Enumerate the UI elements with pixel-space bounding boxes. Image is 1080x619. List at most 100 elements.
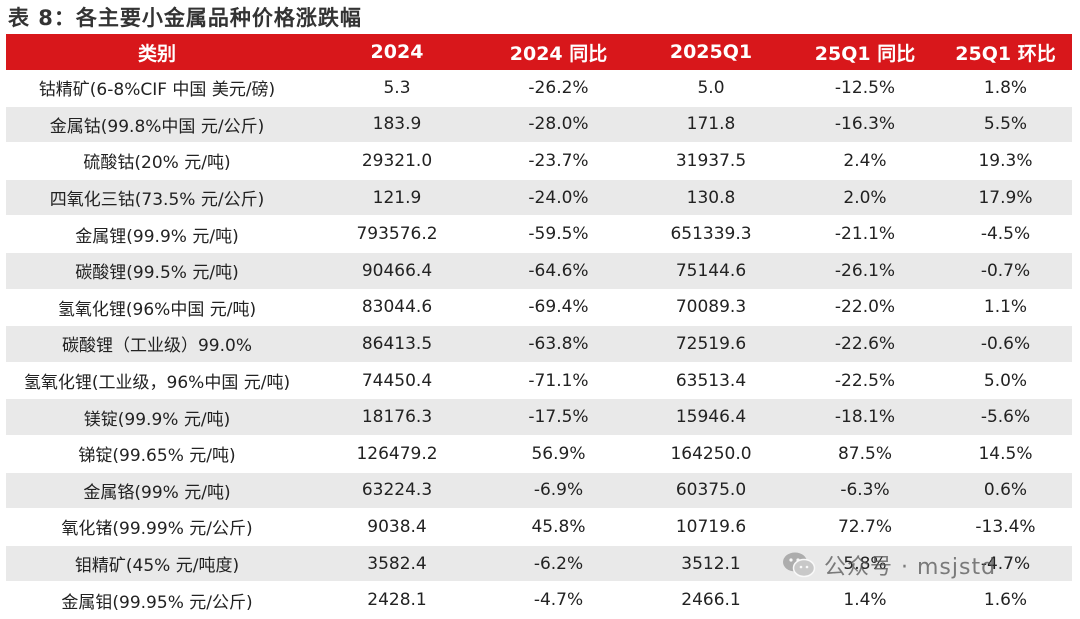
cell-2024-yoy: -17.5% (486, 398, 631, 436)
cell-2024-yoy: -26.2% (486, 70, 631, 107)
cell-2024-yoy: -69.4% (486, 289, 631, 327)
watermark-text: 公众号 · msjstd (824, 555, 997, 580)
cell-25q1-qoq: -4.5% (939, 215, 1072, 253)
cell-2025q1: 75144.6 (631, 252, 791, 290)
cell-25q1-yoy: -6.3% (791, 472, 939, 510)
cell-2024: 18176.3 (308, 398, 486, 436)
table-row: 钼精矿(45% 元/吨度) 3582.4 -6.2% 3512.1 5.8% -4.7% (6, 545, 1072, 583)
cell-2025q1: 60375.0 (631, 472, 791, 510)
header-2024: 2024 (308, 34, 486, 70)
cell-2024: 9038.4 (308, 508, 486, 546)
cell-25q1-yoy: 5.8% (791, 545, 939, 583)
cell-25q1-qoq: 1.8% (939, 70, 1072, 107)
cell-2024: 83044.6 (308, 289, 486, 327)
header-25q1-qoq: 25Q1 环比 (939, 34, 1072, 70)
cell-25q1-yoy: 2.4% (791, 142, 939, 180)
cell-25q1-yoy: -22.6% (791, 325, 939, 363)
cell-category: 锑锭(99.65% 元/吨) (6, 435, 308, 473)
cell-25q1-qoq: 1.6% (939, 581, 1072, 619)
table-row: 氢氧化锂(96%中国 元/吨) 83044.6 -69.4% 70089.3 -22.0… (6, 289, 1072, 327)
cell-category: 碳酸锂(99.5% 元/吨) (6, 252, 308, 290)
cell-25q1-qoq: -4.7% (939, 545, 1072, 583)
cell-category: 金属锂(99.9% 元/吨) (6, 215, 308, 253)
cell-25q1-yoy: 1.4% (791, 581, 939, 619)
cell-2025q1: 651339.3 (631, 215, 791, 253)
header-25q1-yoy: 25Q1 同比 (791, 34, 939, 70)
cell-25q1-yoy: 72.7% (791, 508, 939, 546)
table-row: 金属钴(99.8%中国 元/公斤) 183.9 -28.0% 171.8 -16.3% 5… (6, 106, 1072, 144)
cell-2024-yoy: -63.8% (486, 325, 631, 363)
cell-2024-yoy: -24.0% (486, 179, 631, 217)
cell-25q1-qoq: 19.3% (939, 142, 1072, 180)
cell-2025q1: 10719.6 (631, 508, 791, 546)
cell-category: 氢氧化锂(工业级，96%中国 元/吨) (6, 362, 308, 400)
cell-2024: 90466.4 (308, 252, 486, 290)
cell-2024: 3582.4 (308, 545, 486, 583)
cell-25q1-qoq: 14.5% (939, 435, 1072, 473)
cell-2024: 29321.0 (308, 142, 486, 180)
wechat-icon (783, 552, 816, 578)
cell-25q1-qoq: 1.1% (939, 289, 1072, 327)
cell-category: 氧化锗(99.99% 元/公斤) (6, 508, 308, 546)
table-row: 硫酸钴(20% 元/吨) 29321.0 -23.7% 31937.5 2.4% 19.3… (6, 142, 1072, 180)
cell-25q1-yoy: -22.0% (791, 289, 939, 327)
cell-2024-yoy: -4.7% (486, 581, 631, 619)
table-row: 镁锭(99.9% 元/吨) 18176.3 -17.5% 15946.4 -18.1% -… (6, 398, 1072, 436)
cell-25q1-qoq: -0.7% (939, 252, 1072, 290)
cell-2025q1: 72519.6 (631, 325, 791, 363)
cell-2025q1: 63513.4 (631, 362, 791, 400)
cell-category: 钼精矿(45% 元/吨度) (6, 545, 308, 583)
cell-2025q1: 31937.5 (631, 142, 791, 180)
cell-2024-yoy: -71.1% (486, 362, 631, 400)
table-row: 氢氧化锂(工业级，96%中国 元/吨) 74450.4 -71.1% 63513.4-… (6, 362, 1072, 400)
table-header-row: 类别 2024 2024 同比 2025Q1 25Q1 同比 25Q1 环比 (6, 34, 1072, 70)
cell-25q1-qoq: 5.0% (939, 362, 1072, 400)
table-row: 金属锂(99.9% 元/吨) 793576.2 -59.5% 651339.3 -21.… (6, 215, 1072, 253)
cell-2025q1: 171.8 (631, 106, 791, 144)
table-row: 碳酸锂(99.5% 元/吨) 90466.4 -64.6% 75144.6 -26.1%… (6, 252, 1072, 290)
table-row: 四氧化三钴(73.5% 元/公斤) 121.9 -24.0% 130.8 2.0% 17.… (6, 179, 1072, 217)
cell-2024-yoy: -6.2% (486, 545, 631, 583)
table-row: 钴精矿(6-8%CIF 中国 美元/磅) 5.3 -26.2% 5.0 -12.5% 1.… (6, 70, 1072, 107)
cell-25q1-qoq: -5.6% (939, 398, 1072, 436)
cell-2024: 74450.4 (308, 362, 486, 400)
watermark: 公众号 · msjstd (782, 548, 996, 582)
cell-2025q1: 15946.4 (631, 398, 791, 436)
cell-2024: 63224.3 (308, 472, 486, 510)
cell-2024: 183.9 (308, 106, 486, 144)
cell-category: 硫酸钴(20% 元/吨) (6, 142, 308, 180)
cell-2024-yoy: -64.6% (486, 252, 631, 290)
cell-2024: 5.3 (308, 70, 486, 107)
cell-2024: 86413.5 (308, 325, 486, 363)
cell-25q1-yoy: -18.1% (791, 398, 939, 436)
cell-2024-yoy: -6.9% (486, 472, 631, 510)
table-row: 锑锭(99.65% 元/吨) 126479.2 56.9% 164250.0 87.5%… (6, 435, 1072, 473)
cell-2025q1: 70089.3 (631, 289, 791, 327)
cell-category: 四氧化三钴(73.5% 元/公斤) (6, 179, 308, 217)
cell-2024: 126479.2 (308, 435, 486, 473)
cell-2025q1: 3512.1 (631, 545, 791, 583)
cell-category: 钴精矿(6-8%CIF 中国 美元/磅) (6, 70, 308, 107)
cell-25q1-qoq: -0.6% (939, 325, 1072, 363)
cell-category: 氢氧化锂(96%中国 元/吨) (6, 289, 308, 327)
cell-25q1-yoy: 87.5% (791, 435, 939, 473)
cell-25q1-yoy: -21.1% (791, 215, 939, 253)
table-row: 氧化锗(99.99% 元/公斤) 9038.4 45.8% 10719.6 72.7% -… (6, 508, 1072, 546)
table-title: 表 8：各主要小金属品种价格涨跌幅 (8, 6, 362, 30)
header-2025q1: 2025Q1 (631, 34, 791, 70)
cell-25q1-yoy: -16.3% (791, 106, 939, 144)
cell-2024: 793576.2 (308, 215, 486, 253)
cell-2024-yoy: 56.9% (486, 435, 631, 473)
cell-category: 金属钴(99.8%中国 元/公斤) (6, 106, 308, 144)
cell-2024: 2428.1 (308, 581, 486, 619)
cell-25q1-yoy: 2.0% (791, 179, 939, 217)
cell-2025q1: 130.8 (631, 179, 791, 217)
cell-25q1-yoy: -22.5% (791, 362, 939, 400)
cell-2025q1: 164250.0 (631, 435, 791, 473)
cell-25q1-yoy: -12.5% (791, 70, 939, 107)
cell-2024-yoy: -28.0% (486, 106, 631, 144)
table-row: 金属钼(99.95% 元/公斤) 2428.1 -4.7% 2466.1 1.4% 1.6… (6, 581, 1072, 619)
cell-25q1-qoq: 5.5% (939, 106, 1072, 144)
table-row: 碳酸锂（工业级）99.0% 86413.5 -63.8% 72519.6 -22.6% -… (6, 325, 1072, 363)
cell-category: 金属铬(99% 元/吨) (6, 472, 308, 510)
